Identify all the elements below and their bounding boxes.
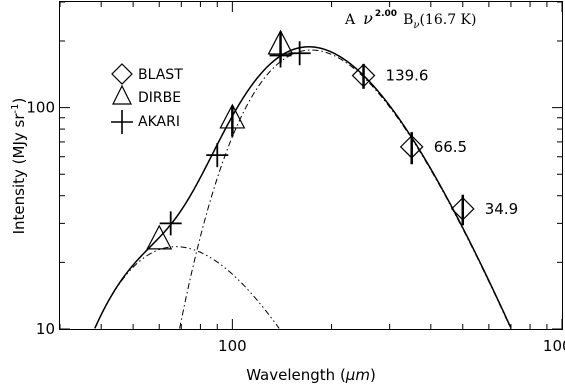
legend-triangle-marker	[112, 84, 132, 105]
dirbe-point	[219, 103, 246, 129]
model-curve-warm	[94, 246, 280, 329]
y-tick-label: 100	[26, 99, 55, 117]
legend-plus-marker	[111, 110, 133, 134]
blast-value-label: 34.9	[485, 200, 518, 218]
model-curve-cold	[179, 49, 512, 329]
legend-label-dirbe: DIRBE	[138, 90, 181, 106]
plot-frame	[59, 1, 563, 330]
akari-point	[159, 211, 182, 236]
blast-point	[450, 196, 475, 221]
akari-point	[206, 143, 229, 168]
legend-diamond-marker	[111, 63, 133, 85]
dirbe-point	[146, 224, 173, 250]
x-tick-label: 100	[218, 337, 247, 355]
blast-value-label: 139.6	[386, 67, 429, 85]
model-curves	[94, 46, 512, 329]
x-tick-label: 1000	[543, 337, 565, 355]
model-curve-total	[94, 46, 512, 329]
akari-point	[269, 43, 292, 68]
akari-point	[288, 41, 311, 66]
legend: BLAST DIRBE AKARI	[111, 63, 183, 134]
blast-point	[399, 134, 424, 159]
blast-value-label: 66.5	[434, 138, 467, 156]
y-tick-label: 10	[36, 320, 55, 338]
legend-label-akari: AKARI	[138, 114, 180, 130]
blast-point	[351, 63, 376, 88]
tick-labels: 100 1000 10 100	[26, 99, 565, 355]
data-points: 139.6 66.5 34.9	[146, 29, 518, 250]
axis-ticks	[59, 1, 563, 330]
legend-label-blast: BLAST	[138, 67, 183, 83]
x-axis-label: Wavelength (μm)	[246, 366, 376, 384]
y-axis-label: Intensity (MJy sr-1)	[10, 98, 28, 235]
